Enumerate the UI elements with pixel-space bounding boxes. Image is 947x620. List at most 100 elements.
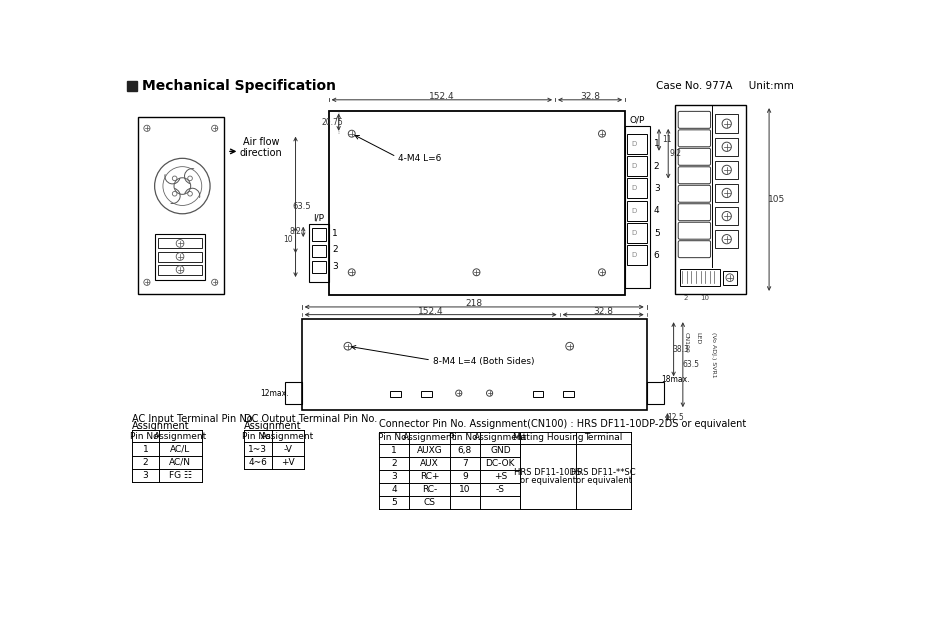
Text: (Vo ADJ.) SVR1: (Vo ADJ.) SVR1 [711, 332, 716, 378]
Text: 38.3: 38.3 [673, 345, 689, 354]
Bar [715, 230, 739, 249]
Text: 12.5: 12.5 [667, 412, 684, 422]
Bar [628, 201, 648, 221]
Text: 8-M4 L=4 (Both Sides): 8-M4 L=4 (Both Sides) [433, 357, 534, 366]
Text: RC-: RC- [421, 485, 438, 494]
Bar [715, 161, 739, 179]
Bar [723, 271, 737, 285]
Text: 32.8: 32.8 [593, 307, 613, 316]
Text: -S: -S [496, 485, 505, 494]
Text: 10: 10 [283, 236, 293, 244]
Bar [628, 223, 648, 243]
Bar [628, 246, 648, 265]
Bar [625, 126, 650, 288]
Text: Assignment: Assignment [402, 433, 456, 442]
Text: -V: -V [283, 445, 293, 453]
Bar [715, 207, 739, 225]
Text: 20.75: 20.75 [322, 118, 344, 126]
Text: DC-OK: DC-OK [486, 459, 515, 468]
Text: Air flow
direction: Air flow direction [240, 137, 282, 158]
Text: 12max.: 12max. [259, 389, 288, 397]
Text: 3: 3 [142, 471, 149, 480]
Bar [533, 391, 544, 397]
Bar [158, 252, 202, 262]
Bar [715, 115, 739, 133]
Bar [329, 110, 625, 295]
Text: LED: LED [696, 332, 701, 345]
Text: 152.4: 152.4 [418, 307, 443, 316]
Bar [302, 319, 647, 410]
Text: Mating Housing: Mating Housing [512, 433, 583, 442]
Text: D: D [632, 185, 637, 192]
Bar [628, 179, 648, 198]
Text: DC Output Terminal Pin No.: DC Output Terminal Pin No. [244, 414, 377, 424]
Text: AC/L: AC/L [170, 445, 190, 453]
Text: Assignment: Assignment [153, 432, 207, 441]
Text: 5: 5 [391, 498, 397, 507]
Text: 3: 3 [332, 262, 338, 270]
Bar [563, 391, 574, 397]
Text: Pin No.: Pin No. [449, 433, 481, 442]
Bar [312, 244, 327, 257]
Text: 1: 1 [653, 140, 659, 148]
Bar [647, 383, 664, 404]
Bar [312, 261, 327, 273]
Bar [127, 81, 137, 91]
Text: I/P: I/P [313, 214, 324, 223]
Text: 2: 2 [684, 294, 688, 301]
Text: Connector Pin No. Assignment(CN100) : HRS DF11-10DP-2DS or equivalent: Connector Pin No. Assignment(CN100) : HR… [379, 419, 746, 429]
Text: Assignment: Assignment [261, 432, 314, 441]
Text: AUX: AUX [420, 459, 438, 468]
Text: or equivalent: or equivalent [520, 476, 576, 485]
Text: 2: 2 [391, 459, 397, 468]
Text: CN100: CN100 [684, 332, 688, 353]
Text: Assignment: Assignment [244, 422, 301, 432]
Text: or equivalent: or equivalent [576, 476, 632, 485]
Text: 1: 1 [391, 446, 397, 455]
Bar [154, 234, 205, 280]
Text: O/P: O/P [630, 115, 645, 125]
Text: 105: 105 [768, 195, 785, 204]
Text: HRS DF11-**SC: HRS DF11-**SC [571, 468, 635, 477]
Text: 63.5: 63.5 [682, 360, 699, 369]
Text: 2: 2 [143, 458, 148, 467]
Text: 4: 4 [653, 206, 659, 215]
Text: 4~6: 4~6 [248, 458, 267, 467]
Bar [390, 391, 401, 397]
Text: GND: GND [490, 446, 510, 455]
Bar [675, 105, 746, 294]
Text: 2: 2 [332, 246, 338, 254]
Bar [628, 134, 648, 154]
Text: D: D [632, 163, 637, 169]
Text: 18max.: 18max. [662, 375, 690, 384]
Text: 1~3: 1~3 [248, 445, 267, 453]
Text: 218: 218 [466, 299, 483, 308]
Text: HRS DF11-10DS: HRS DF11-10DS [514, 468, 581, 477]
Text: AC/N: AC/N [170, 458, 191, 467]
Bar [680, 269, 720, 286]
Text: 1: 1 [142, 445, 149, 453]
Text: D: D [632, 208, 637, 214]
Text: D: D [632, 252, 637, 259]
Text: CS: CS [423, 498, 436, 507]
Text: 32.8: 32.8 [581, 92, 600, 101]
Bar [310, 224, 329, 281]
Text: D: D [632, 141, 637, 147]
Text: Pin No.: Pin No. [379, 433, 410, 442]
Text: AC Input Terminal Pin No.: AC Input Terminal Pin No. [132, 414, 255, 424]
Text: Mechanical Specification: Mechanical Specification [141, 79, 335, 94]
Text: 4-M4 L=6: 4-M4 L=6 [398, 154, 441, 163]
Bar [521, 445, 576, 509]
Bar [576, 445, 631, 509]
Text: 11: 11 [662, 135, 671, 144]
Text: Terminal: Terminal [584, 433, 623, 442]
Text: +V: +V [281, 458, 295, 467]
Text: 1: 1 [332, 229, 338, 238]
Bar [715, 138, 739, 156]
Bar [312, 228, 327, 241]
Bar [421, 391, 432, 397]
Text: 9: 9 [462, 472, 468, 481]
Text: D: D [632, 230, 637, 236]
Text: 7: 7 [462, 459, 468, 468]
Text: Case No. 977A     Unit:mm: Case No. 977A Unit:mm [656, 81, 794, 91]
